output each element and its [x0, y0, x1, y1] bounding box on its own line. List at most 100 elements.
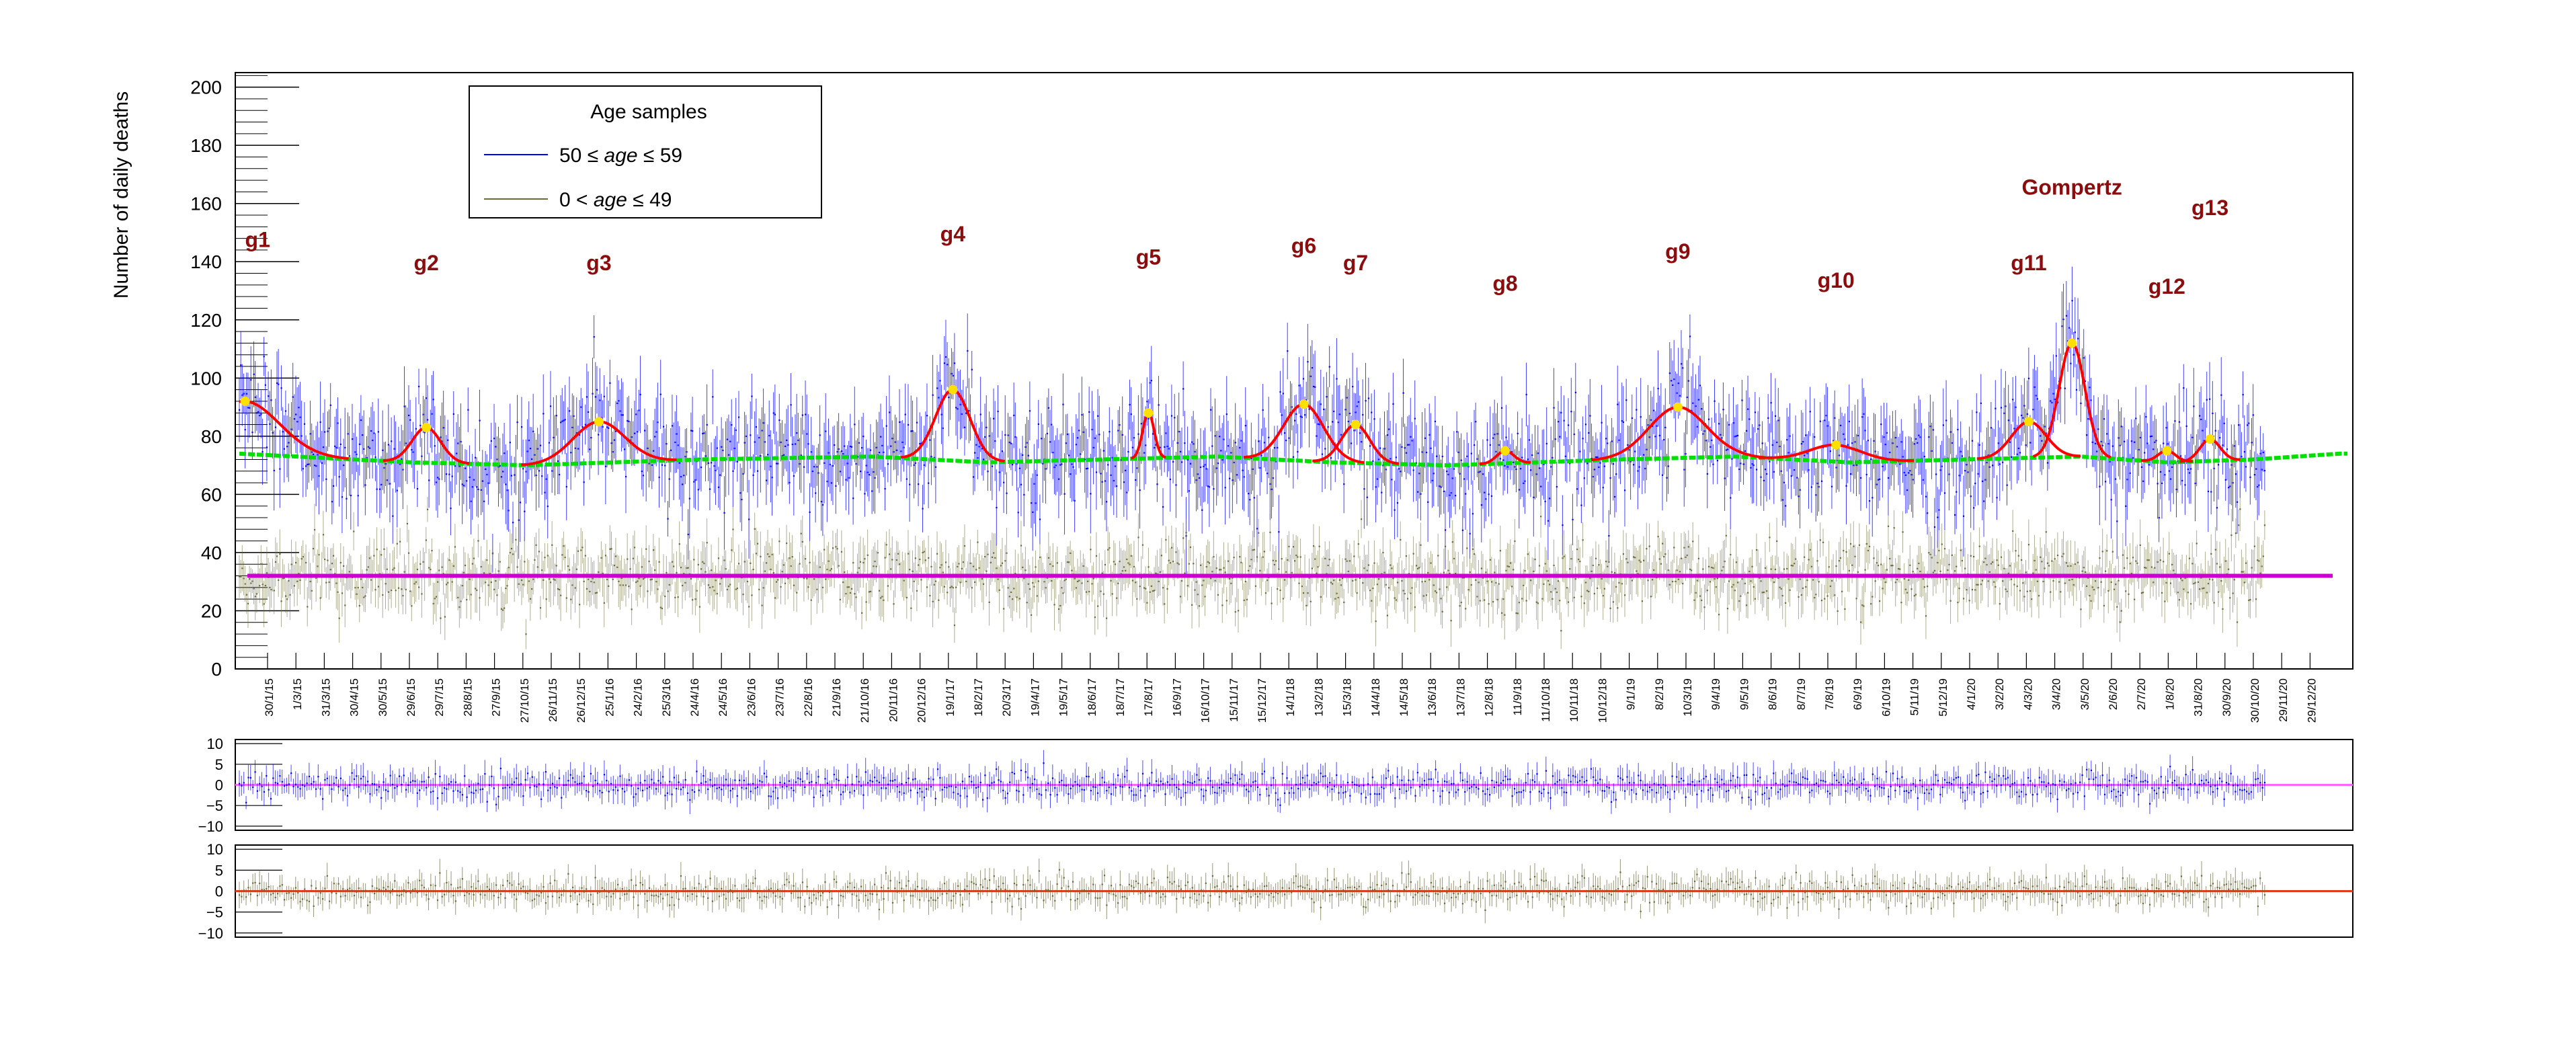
point-50-59: [1750, 467, 1752, 469]
point-0-49: [784, 582, 787, 584]
point-0-49: [541, 569, 543, 571]
point-0-49: [508, 567, 510, 569]
point-0-49: [1197, 594, 1199, 596]
point-50-59: [1285, 440, 1287, 442]
point-0-49: [1308, 577, 1310, 579]
x-tick-label: 7/8/19: [1823, 678, 1836, 710]
point-0-49: [816, 588, 818, 590]
point-50-59: [648, 463, 650, 465]
point-50-59: [1705, 440, 1707, 442]
point-50-59: [471, 486, 473, 488]
point-0-49: [487, 584, 489, 586]
point-50-59: [899, 421, 901, 424]
point-0-49: [1498, 583, 1500, 585]
point-50-59: [514, 474, 516, 476]
point-50-59: [904, 413, 906, 415]
point-50-59: [363, 448, 365, 450]
point-50-59: [619, 410, 621, 412]
point-50-59: [761, 430, 763, 432]
point-0-49: [994, 557, 996, 559]
point-50-59: [409, 419, 411, 421]
point-50-59: [1336, 378, 1338, 380]
point-0-49: [1070, 552, 1072, 555]
point-0-49: [836, 548, 838, 550]
point-50-59: [339, 443, 341, 446]
point-0-49: [475, 588, 477, 590]
point-50-59: [1706, 473, 1708, 475]
point-0-49: [1036, 595, 1038, 597]
x-tick-label: 13/6/18: [1426, 678, 1439, 717]
point-50-59: [1006, 492, 1008, 494]
point-50-59: [1562, 524, 1564, 526]
point-50-59: [469, 476, 471, 478]
point-0-49: [1164, 603, 1166, 605]
point-0-49: [1496, 598, 1498, 601]
point-50-59: [918, 483, 920, 485]
point-0-49: [613, 565, 615, 567]
point-50-59: [864, 493, 866, 495]
point-0-49: [565, 597, 567, 599]
x-tick-label: 9/5/19: [1738, 678, 1750, 710]
point-0-49: [1317, 566, 1319, 568]
point-0-49: [1162, 587, 1164, 589]
point-0-49: [1081, 582, 1083, 584]
point-50-59: [888, 411, 891, 413]
point-0-49: [294, 561, 297, 564]
point-50-59: [324, 431, 326, 433]
point-0-49: [1613, 571, 1616, 574]
point-0-49: [647, 590, 649, 592]
point-50-59: [1135, 479, 1137, 481]
point-0-49: [544, 557, 546, 559]
x-tick-label: 15/3/18: [1341, 678, 1354, 717]
x-tick-label: 19/5/17: [1057, 678, 1070, 717]
point-50-59: [2210, 491, 2212, 493]
point-0-49: [473, 557, 475, 559]
point-50-59: [944, 356, 947, 358]
point-0-49: [344, 604, 346, 606]
point-0-49: [1342, 577, 1344, 580]
point-50-59: [1550, 466, 1552, 468]
point-0-49: [677, 596, 679, 598]
point-0-49: [1114, 563, 1117, 565]
point-50-59: [610, 442, 612, 444]
point-0-49: [551, 544, 553, 546]
point-0-49: [1661, 543, 1664, 545]
point-0-49: [1049, 563, 1051, 565]
point-50-59: [1472, 513, 1474, 515]
point-50-59: [638, 409, 640, 411]
point-0-49: [1225, 600, 1227, 602]
point-50-59: [1312, 385, 1315, 388]
point-0-49: [799, 563, 801, 565]
point-50-59: [2019, 452, 2021, 454]
point-50-59: [1793, 469, 1796, 471]
x-tick-label: 30/1/15: [263, 678, 276, 717]
point-50-59: [1667, 465, 1669, 467]
point-0-49: [1377, 578, 1380, 580]
point-0-49: [1101, 572, 1103, 574]
point-50-59: [943, 362, 946, 364]
point-0-49: [425, 539, 428, 541]
point-0-49: [1550, 591, 1552, 593]
point-50-59: [1218, 436, 1221, 438]
point-50-59: [241, 394, 243, 396]
point-0-49: [1430, 562, 1432, 564]
point-0-49: [1136, 598, 1138, 600]
point-0-49: [1511, 586, 1513, 588]
point-50-59: [2029, 442, 2031, 444]
point-50-59: [658, 476, 660, 479]
point-50-59: [1248, 493, 1250, 495]
point-0-49: [1557, 580, 1560, 582]
point-0-49: [1424, 580, 1426, 582]
point-0-49: [1283, 579, 1286, 581]
point-50-59: [1599, 462, 1601, 464]
point-0-49: [975, 569, 977, 571]
point-50-59: [1553, 407, 1555, 409]
point-50-59: [2258, 484, 2260, 486]
point-50-59: [1695, 405, 1697, 407]
point-50-59: [1631, 417, 1633, 420]
point-50-59: [2026, 413, 2028, 415]
point-50-59: [994, 440, 996, 442]
point-50-59: [1702, 433, 1704, 435]
point-50-59: [280, 387, 282, 389]
